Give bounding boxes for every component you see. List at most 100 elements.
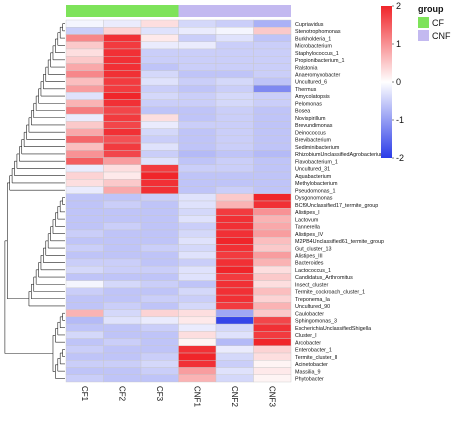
- heatmap-cell: [215, 323, 254, 332]
- heatmap-cell: [140, 99, 179, 108]
- row-label: Cupriavidus: [295, 22, 324, 28]
- heatmap-cell: [253, 34, 292, 42]
- heatmap-cell: [65, 121, 104, 129]
- heatmap-cell: [178, 92, 217, 100]
- row-label: Dysgonomonas: [295, 196, 333, 202]
- row-label: Uncultured_31: [295, 167, 330, 173]
- heatmap-cell: [215, 309, 254, 318]
- heatmap-cell: [253, 345, 292, 354]
- heatmap-cell: [215, 331, 254, 339]
- heatmap-cell: [178, 229, 217, 238]
- heatmap-cell: [140, 244, 179, 252]
- heatmap-cell: [215, 41, 254, 50]
- heatmap-cell: [253, 273, 292, 281]
- heatmap-cell: [65, 244, 104, 252]
- row-label: Arcobacter: [295, 340, 321, 346]
- heatmap-cell: [253, 352, 292, 361]
- color-scale-tick-label: -2: [396, 153, 404, 163]
- row-label: Bosea: [295, 109, 310, 115]
- heatmap-cell: [140, 345, 179, 354]
- heatmap-cell: [178, 215, 217, 223]
- row-label: Uncultured_90: [295, 304, 330, 310]
- heatmap-cell: [215, 142, 254, 151]
- group-cell-cnf1: [178, 5, 216, 17]
- row-label: Burkholderia_1: [295, 36, 331, 42]
- heatmap-cell: [215, 135, 254, 144]
- heatmap-cell: [215, 273, 254, 281]
- heatmap-cell: [65, 280, 104, 289]
- heatmap-cell: [65, 287, 104, 296]
- column-labels: CF1 CF2 CF3 CNF1 CNF2 CNF3: [80, 386, 277, 407]
- heatmap-cell: [140, 193, 179, 202]
- heatmap-cell: [65, 323, 104, 332]
- heatmap-cell: [140, 121, 179, 129]
- heatmap-cell: [215, 113, 254, 122]
- column-label: CNF1: [192, 386, 201, 407]
- heatmap-cell: [178, 34, 217, 42]
- heatmap-cell: [215, 157, 254, 165]
- heatmap-cell: [178, 265, 217, 274]
- heatmap-cell: [103, 19, 142, 28]
- heatmap-cell: [178, 236, 217, 245]
- heatmap-cell: [65, 331, 104, 339]
- heatmap-cell: [103, 222, 142, 231]
- heatmap-cell: [253, 179, 292, 187]
- heatmap-cell: [253, 287, 292, 296]
- heatmap-cell: [140, 157, 179, 165]
- heatmap-cell: [178, 345, 217, 354]
- heatmap-cell: [103, 360, 142, 368]
- heatmap-cell: [178, 367, 217, 375]
- row-label: Propionibacterium_1: [295, 58, 344, 64]
- heatmap-cell: [140, 171, 179, 180]
- heatmap-cell: [178, 27, 217, 35]
- heatmap-cell: [215, 128, 254, 137]
- heatmap-cell: [140, 19, 179, 28]
- column-label: CF1: [80, 386, 89, 402]
- row-label: EscherichiaUnclassifiedShigella: [295, 326, 371, 332]
- heatmap-cell: [140, 34, 179, 42]
- heatmap-cell: [65, 222, 104, 231]
- heatmap-cell: [103, 113, 142, 122]
- heatmap-cell: [178, 280, 217, 289]
- heatmap-cell: [103, 84, 142, 93]
- heatmap-cell: [253, 258, 292, 267]
- heatmap-cell: [65, 251, 104, 260]
- heatmap-cell: [253, 294, 292, 303]
- heatmap-cell: [253, 150, 292, 158]
- heatmap-cell: [253, 63, 292, 71]
- heatmap-cell: [178, 258, 217, 267]
- heatmap-cell: [178, 77, 217, 86]
- heatmap-cell: [178, 19, 217, 28]
- heatmap-cell: [215, 287, 254, 296]
- heatmap-cell: [253, 128, 292, 137]
- row-label: Bacteroides: [295, 261, 324, 267]
- heatmap-cell: [103, 164, 142, 173]
- heatmap-cell: [215, 360, 254, 368]
- heatmap-cell: [215, 27, 254, 35]
- heatmap-cell: [215, 63, 254, 71]
- heatmap-cell: [253, 142, 292, 151]
- heatmap-cell: [103, 157, 142, 165]
- heatmap-cell: [103, 367, 142, 375]
- row-label: Staphylococcus_1: [295, 51, 339, 57]
- heatmap-cell: [253, 215, 292, 223]
- heatmap-cell: [103, 316, 142, 325]
- row-label: Stenotrophomonas: [295, 29, 341, 35]
- row-label: Massilia_9: [295, 369, 320, 375]
- heatmap-cell: [140, 273, 179, 281]
- heatmap-cell: [253, 229, 292, 238]
- heatmap-cell: [178, 113, 217, 122]
- heatmap-cell: [178, 106, 217, 115]
- heatmap-cell: [140, 56, 179, 64]
- heatmap-cell: [103, 171, 142, 180]
- heatmap-cell: [140, 179, 179, 187]
- heatmap-cell: [65, 229, 104, 238]
- heatmap-cell: [65, 200, 104, 209]
- heatmap-cell: [253, 56, 292, 64]
- heatmap-cell: [140, 150, 179, 158]
- heatmap-cell: [103, 77, 142, 86]
- row-label: Phytobacter: [295, 377, 324, 383]
- heatmap-cell: [178, 352, 217, 361]
- heatmap-cell: [103, 106, 142, 115]
- heatmap-cell: [140, 128, 179, 137]
